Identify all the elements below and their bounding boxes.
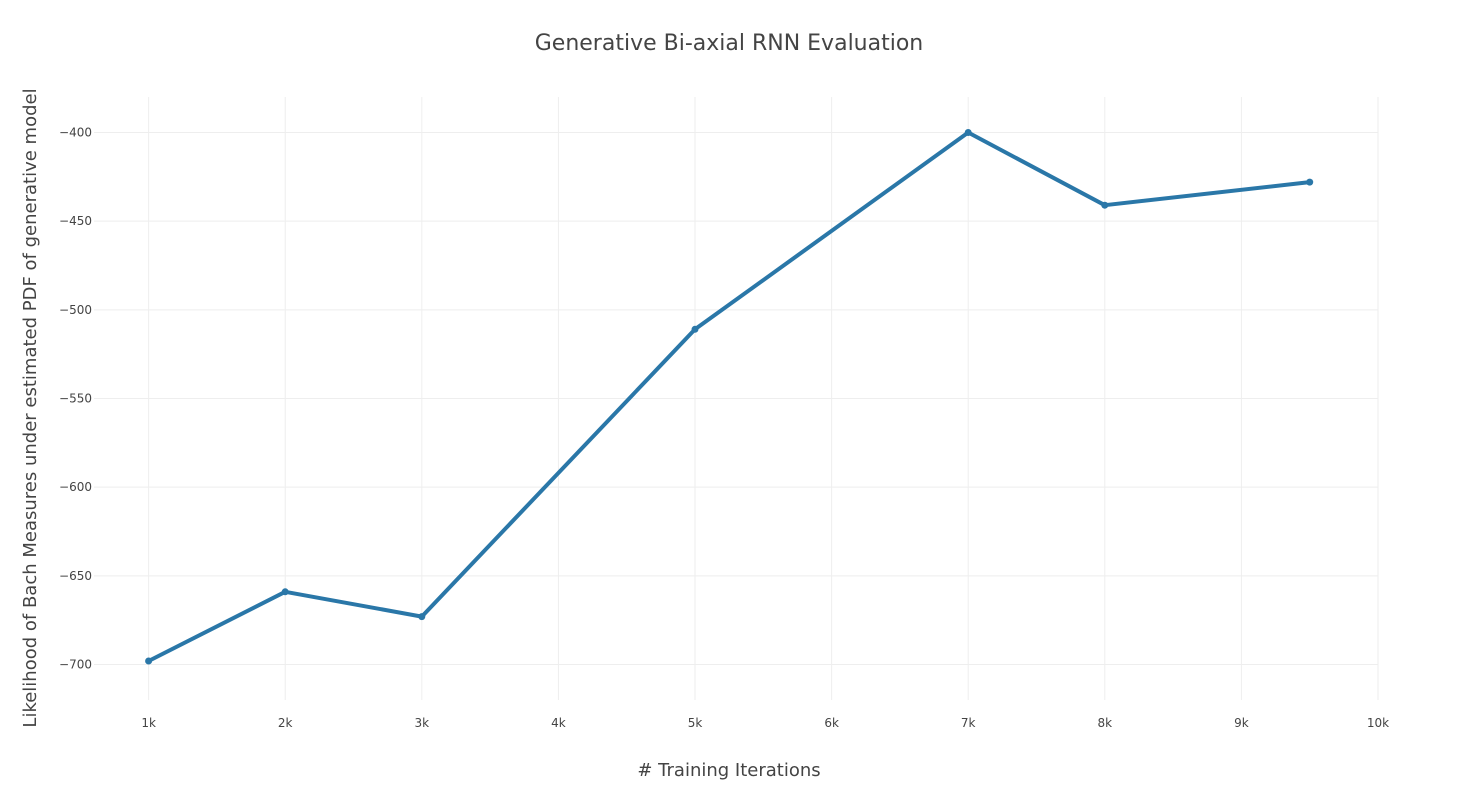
- x-tick-label: 10k: [1367, 716, 1389, 730]
- data-point[interactable]: [281, 588, 289, 596]
- x-tick-label: 4k: [551, 716, 566, 730]
- chart-title: Generative Bi-axial RNN Evaluation: [535, 31, 924, 56]
- y-tick-label: −400: [59, 125, 92, 139]
- data-point[interactable]: [1306, 178, 1314, 186]
- data-point[interactable]: [418, 613, 426, 621]
- x-tick-label: 7k: [961, 716, 976, 730]
- x-tick-label: 1k: [141, 716, 156, 730]
- x-tick-label: 8k: [1098, 716, 1113, 730]
- y-tick-label: −550: [59, 392, 92, 406]
- y-tick-label: −500: [59, 303, 92, 317]
- series-line: [146, 130, 1312, 663]
- y-tick-label: −450: [59, 214, 92, 228]
- data-point[interactable]: [691, 325, 699, 333]
- data-point[interactable]: [1101, 201, 1109, 209]
- x-tick-label: 6k: [824, 716, 839, 730]
- y-axis-ticks: −700 −650 −600 −550 −500 −450 −400: [59, 125, 92, 671]
- series-layer: [145, 129, 1314, 665]
- y-tick-label: −600: [59, 480, 92, 494]
- y-tick-label: −700: [59, 658, 92, 672]
- data-point[interactable]: [145, 657, 153, 665]
- x-axis-ticks: 1k 2k 3k 4k 5k 6k 7k 8k 9k 10k: [141, 716, 1389, 730]
- grid: [94, 97, 1379, 700]
- x-tick-label: 9k: [1234, 716, 1249, 730]
- data-point[interactable]: [964, 129, 972, 136]
- x-tick-label: 2k: [278, 716, 293, 730]
- x-axis-label: # Training Iterations: [637, 760, 820, 781]
- y-axis-label: Likelihood of Bach Measures under estima…: [20, 88, 41, 727]
- x-tick-label: 5k: [688, 716, 703, 730]
- series: [145, 129, 1314, 665]
- x-tick-label: 3k: [415, 716, 430, 730]
- y-tick-label: −650: [59, 569, 92, 583]
